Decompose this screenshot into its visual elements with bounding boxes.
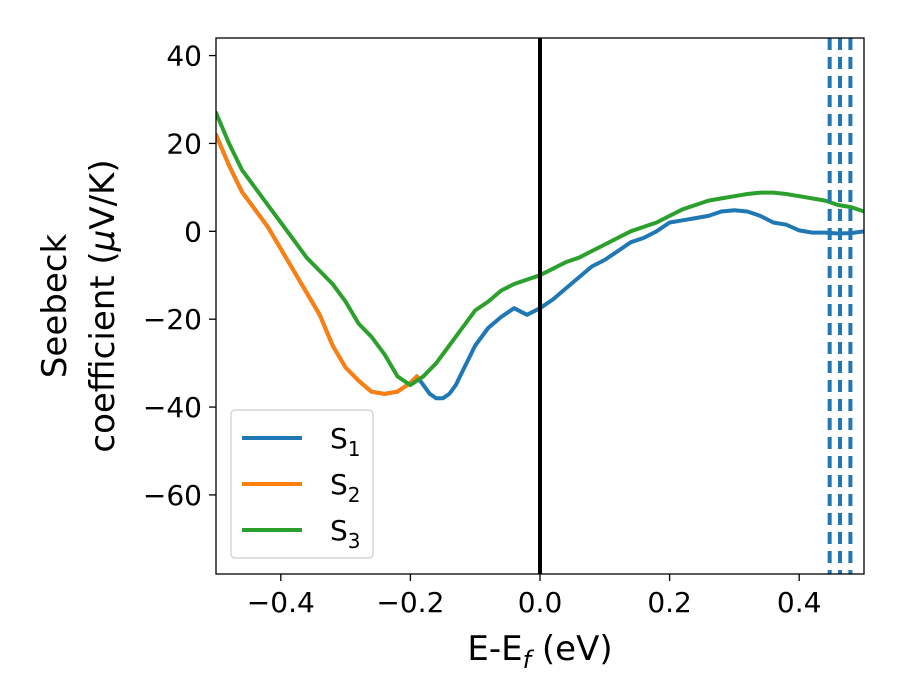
x-tick-label: −0.4	[247, 586, 315, 619]
vertical-lines-layer	[538, 38, 853, 574]
x-tick-label: 0.0	[518, 586, 563, 619]
y-tick-label: 40	[166, 40, 202, 73]
legend-label-s1: S1	[330, 422, 361, 461]
x-tick-label: −0.2	[376, 586, 444, 619]
legend-entries: S1 S2 S3	[242, 422, 361, 553]
legend-label-s3: S3	[330, 514, 361, 553]
x-tick-label: 0.4	[777, 586, 822, 619]
y-tick-label: 20	[166, 127, 202, 160]
y-axis-title-line2: coefficient (μV/K)	[83, 159, 123, 452]
y-axis-title-suffix: V/K)	[83, 159, 123, 229]
y-axis-title-prefix: coefficient (	[83, 251, 123, 452]
y-tick-label: −20	[143, 303, 202, 336]
y-axis-title-mu: μ	[83, 230, 123, 253]
y-axis-title: Seebeck coefficient (μV/K)	[35, 159, 123, 452]
y-tick-label: −40	[143, 391, 202, 424]
x-axis-title-unit: (eV)	[531, 629, 613, 669]
y-tick-label: 0	[184, 215, 202, 248]
legend-label-s2: S2	[330, 468, 361, 507]
x-axis-title-main: E-E	[467, 629, 522, 669]
x-tick-label: 0.2	[647, 586, 692, 619]
y-tick-label: −60	[143, 479, 202, 512]
y-axis-title-line1: Seebeck	[35, 234, 75, 379]
x-axis-ticks: −0.4 −0.2 0.0 0.2 0.4	[247, 574, 822, 619]
series-line-s2	[216, 132, 419, 396]
x-axis-title: E-Ef (eV)	[467, 629, 612, 674]
y-axis-ticks: −60 −40 −20 0 20 40	[143, 40, 216, 512]
legend: S1 S2 S3	[230, 409, 374, 559]
